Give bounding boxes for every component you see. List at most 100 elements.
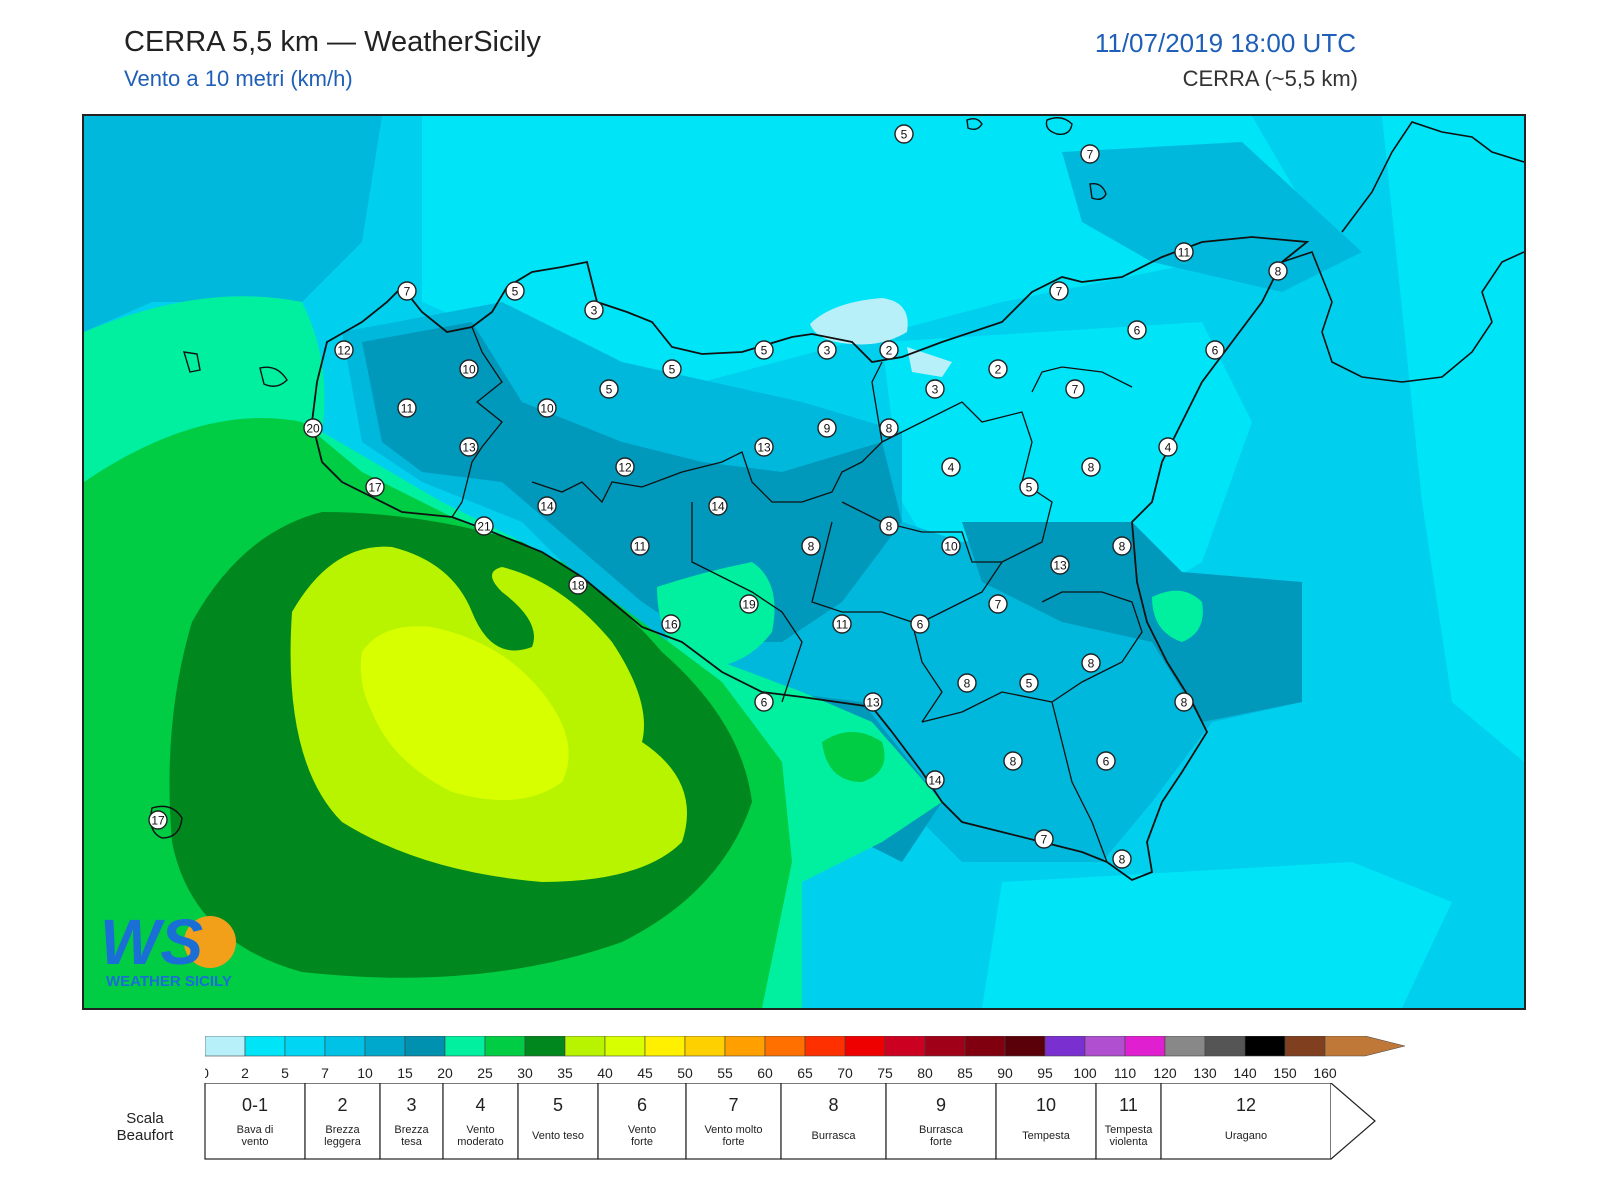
station-marker: 14 (708, 496, 728, 516)
province-border-cl (811, 521, 943, 723)
station-value: 6 (1134, 324, 1141, 338)
station-value: 5 (669, 363, 676, 377)
station-value: 6 (1212, 344, 1219, 358)
station-value: 14 (540, 500, 554, 514)
station-value: 7 (1056, 285, 1063, 299)
station-circle (1049, 281, 1069, 301)
station-circle (474, 516, 494, 536)
colorbar-cell (884, 1036, 926, 1057)
station-marker: 5 (894, 124, 914, 144)
beaufort-desc-1: Burrasca (811, 1130, 856, 1142)
beaufort-cell-box (995, 1083, 1097, 1160)
station-circle (662, 359, 682, 379)
beaufort-desc-1: Uragano (1225, 1130, 1267, 1142)
colorbar-tick-label: 100 (1073, 1065, 1097, 1081)
beaufort-cell-box (1095, 1083, 1162, 1160)
island-favignana (259, 366, 288, 387)
station-value: 12 (618, 461, 632, 475)
colorbar-tick-label: 140 (1233, 1065, 1257, 1081)
station-marker: 10 (537, 398, 557, 418)
station-marker: 8 (879, 516, 899, 536)
station-circle (459, 437, 479, 457)
station-marker: 6 (1127, 320, 1147, 340)
station-marker: 8 (1003, 751, 1023, 771)
station-value: 2 (995, 363, 1002, 377)
station-marker: 17 (148, 810, 168, 830)
station-circle (988, 359, 1008, 379)
station-circle (941, 457, 961, 477)
station-value: 5 (512, 285, 519, 299)
station-value: 8 (1010, 755, 1017, 769)
station-value: 8 (808, 540, 815, 554)
station-marker: 6 (754, 692, 774, 712)
beaufort-cell-box (379, 1083, 444, 1160)
station-marker: 13 (863, 692, 883, 712)
station-value: 14 (928, 774, 942, 788)
beaufort-desc-2: leggera (324, 1136, 362, 1148)
station-marker: 11 (1174, 242, 1194, 262)
station-value: 4 (1165, 441, 1172, 455)
province-border-en (841, 401, 1053, 563)
map-title: CERRA 5,5 km — WeatherSicily (124, 26, 541, 58)
station-value: 8 (964, 677, 971, 691)
beaufort-desc-1: Vento teso (532, 1130, 584, 1142)
station-marker: 6 (910, 614, 930, 634)
station-value: 17 (368, 481, 382, 495)
station-circle (505, 281, 525, 301)
station-value: 19 (742, 598, 756, 612)
station-marker: 7 (1080, 144, 1100, 164)
colorbar-cell (1244, 1036, 1286, 1057)
colorbar-tick-label: 55 (717, 1065, 733, 1081)
station-circle (739, 594, 759, 614)
field-7-10-ne (1062, 142, 1362, 292)
station-marker: 8 (879, 418, 899, 438)
station-value: 6 (761, 696, 768, 710)
field-0-2-b (907, 347, 952, 377)
station-circle (584, 300, 604, 320)
colorbar-cell (804, 1036, 846, 1057)
station-value: 9 (824, 422, 831, 436)
station-circle (397, 398, 417, 418)
colorbar-cell (1284, 1036, 1326, 1057)
station-value: 18 (571, 579, 585, 593)
beaufort-cell-box (204, 1083, 306, 1160)
station-marker: 13 (459, 437, 479, 457)
logo-text: WS (100, 906, 203, 978)
colorbar-tick-label: 70 (837, 1065, 853, 1081)
colorbar-tick-label: 2 (241, 1065, 249, 1081)
station-circle (568, 575, 588, 595)
beaufort-number: 12 (1236, 1095, 1256, 1115)
calabria-coast-north (1341, 121, 1524, 233)
colorbar-cell (324, 1036, 366, 1057)
station-marker: 7 (988, 594, 1008, 614)
beaufort-desc-2: forte (930, 1136, 952, 1148)
station-value: 3 (932, 383, 939, 397)
station-value: 8 (1119, 540, 1126, 554)
beaufort-desc-1: Tempesta (1022, 1130, 1071, 1142)
beaufort-desc-1: Tempesta (1105, 1124, 1154, 1136)
station-value: 7 (1072, 383, 1079, 397)
province-border-ag (691, 502, 803, 703)
field-35-40 (360, 626, 569, 800)
beaufort-desc-2: violenta (1110, 1136, 1149, 1148)
station-marker: 11 (630, 536, 650, 556)
colorbar-tick-label: 0 (205, 1065, 209, 1081)
station-value: 3 (591, 304, 598, 318)
station-circle (754, 340, 774, 360)
beaufort-cell-box (685, 1083, 782, 1160)
colorbar-tick-label: 65 (797, 1065, 813, 1081)
wind-map: 5 7 11 8 7 5 3 7 6 6 12 5 3 2 10 5 2 5 3 7 11 10 20 9 8 13 13 4 12 4 8… (82, 114, 1526, 1010)
station-marker: 7 (1034, 829, 1054, 849)
station-circle (334, 340, 354, 360)
station-value: 5 (1026, 481, 1033, 495)
station-circle (894, 124, 914, 144)
station-marker: 12 (334, 340, 354, 360)
map-subtitle: Vento a 10 metri (km/h) (124, 66, 353, 91)
station-marker: 11 (832, 614, 852, 634)
colorbar-tick-label: 60 (757, 1065, 773, 1081)
station-value: 7 (1041, 833, 1048, 847)
